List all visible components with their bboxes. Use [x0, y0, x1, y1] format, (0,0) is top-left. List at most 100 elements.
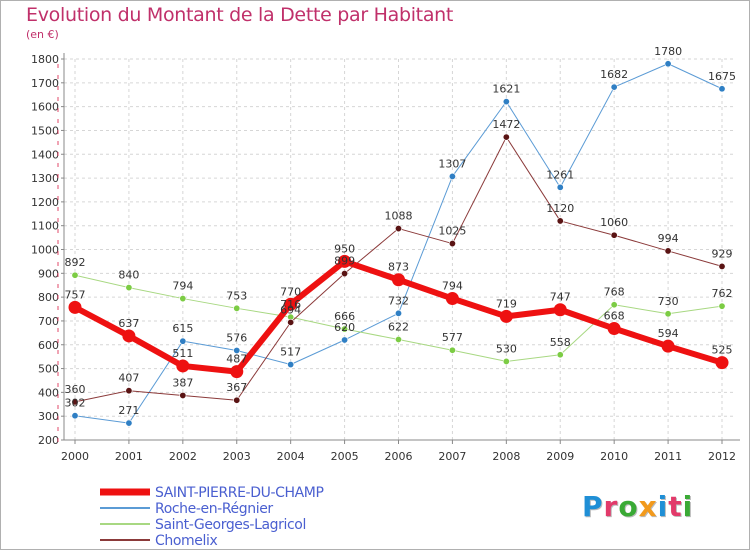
- data-point: [664, 310, 672, 318]
- y-tick-label: 900: [38, 267, 59, 280]
- data-point: [556, 183, 564, 191]
- data-label: 620: [334, 321, 355, 334]
- data-label: 873: [388, 261, 409, 274]
- data-label: 762: [712, 287, 733, 300]
- data-point: [341, 270, 349, 278]
- data-point: [230, 365, 244, 379]
- data-point: [287, 318, 295, 326]
- data-point: [715, 356, 729, 370]
- data-label: 387: [172, 376, 193, 389]
- data-point: [394, 336, 402, 344]
- data-label: 719: [496, 297, 517, 310]
- data-point: [125, 419, 133, 427]
- data-label: 487: [226, 353, 247, 366]
- chart-title: Evolution du Montant de la Dette par Hab…: [26, 4, 454, 26]
- data-label: 407: [118, 372, 139, 385]
- data-label: 637: [118, 317, 139, 330]
- data-point: [125, 387, 133, 395]
- data-label: 1088: [385, 210, 413, 223]
- data-label: 1025: [438, 225, 466, 238]
- data-point: [179, 295, 187, 303]
- data-label: 1682: [600, 68, 628, 81]
- data-point: [718, 302, 726, 310]
- data-point: [664, 60, 672, 68]
- data-label: 794: [442, 280, 463, 293]
- legend-label: SAINT-PIERRE-DU-CHAMP: [155, 485, 324, 501]
- x-tick-label: 2011: [654, 450, 682, 463]
- y-tick-label: 1800: [31, 53, 59, 66]
- y-tick-label: 500: [38, 363, 59, 376]
- data-point: [661, 339, 675, 353]
- data-point: [556, 351, 564, 359]
- data-label: 668: [604, 310, 625, 323]
- data-point: [284, 297, 298, 311]
- data-label: 576: [226, 331, 247, 344]
- data-point: [664, 247, 672, 255]
- data-label: 694: [280, 303, 301, 316]
- data-point: [502, 133, 510, 141]
- x-tick-label: 2004: [277, 450, 305, 463]
- y-tick-label: 600: [38, 339, 59, 352]
- data-label: 747: [550, 291, 571, 304]
- axes: 200 300 400 500 600 700 800 900 1000 1100 1200 1300…: [31, 53, 740, 463]
- data-label: 794: [172, 280, 193, 293]
- data-label: 716: [280, 298, 301, 311]
- x-tick-label: 2006: [385, 450, 413, 463]
- y-tick-label: 400: [38, 386, 59, 399]
- y-tick-label: 1400: [31, 148, 59, 161]
- data-point: [125, 284, 133, 292]
- data-label: 594: [658, 327, 679, 340]
- data-label: 1675: [708, 70, 736, 83]
- data-point: [71, 398, 79, 406]
- data-label: 302: [65, 397, 86, 410]
- y-tick-label: 1600: [31, 101, 59, 114]
- data-point: [718, 85, 726, 93]
- legend: SAINT-PIERRE-DU-CHAMPRoche-en-RégnierSai…: [100, 485, 324, 549]
- y-tick-label: 1200: [31, 196, 59, 209]
- x-tick-label: 2008: [492, 450, 520, 463]
- data-point: [341, 336, 349, 344]
- data-label: 732: [388, 294, 409, 307]
- data-point: [445, 292, 459, 306]
- data-label: 271: [118, 404, 139, 417]
- data-point: [392, 273, 405, 287]
- x-tick-label: 2012: [708, 450, 736, 463]
- y-tick-label: 200: [38, 434, 59, 447]
- data-point: [553, 303, 567, 317]
- data-point: [233, 396, 241, 404]
- data-label: 558: [550, 336, 571, 349]
- data-point: [556, 217, 564, 225]
- data-point: [499, 309, 513, 323]
- data-label: 950: [334, 242, 355, 255]
- legend-label: Roche-en-Régnier: [155, 501, 273, 517]
- data-point: [607, 322, 621, 336]
- data-label: 1472: [492, 118, 520, 131]
- data-label: 666: [334, 310, 355, 323]
- x-tick-label: 2009: [546, 450, 574, 463]
- data-label: 1120: [546, 202, 574, 215]
- x-tick-label: 2005: [331, 450, 359, 463]
- series-lines: [68, 60, 729, 427]
- data-point: [179, 391, 187, 399]
- y-tick-label: 1700: [31, 77, 59, 90]
- data-label: 1060: [600, 216, 628, 229]
- data-label: 757: [65, 288, 86, 301]
- data-label: 840: [118, 269, 139, 282]
- data-point: [502, 98, 510, 106]
- data-point: [394, 225, 402, 233]
- x-tick-label: 2010: [600, 450, 628, 463]
- y-tick-label: 1000: [31, 244, 59, 257]
- data-point: [610, 83, 618, 91]
- data-point: [502, 357, 510, 365]
- data-point: [71, 412, 79, 420]
- data-label: 1621: [492, 83, 520, 96]
- data-point: [233, 346, 241, 354]
- series-line: [74, 63, 723, 424]
- data-label: 360: [65, 383, 86, 396]
- y-tick-label: 1100: [31, 220, 59, 233]
- data-label: 730: [658, 295, 679, 308]
- data-labels: 757 637 511 487 770 950 873 794 719 747 668 594 525 3…: [65, 45, 737, 417]
- legend-label: Saint-Georges-Lagricol: [155, 517, 306, 533]
- data-label: 899: [334, 255, 355, 268]
- data-point: [122, 329, 136, 343]
